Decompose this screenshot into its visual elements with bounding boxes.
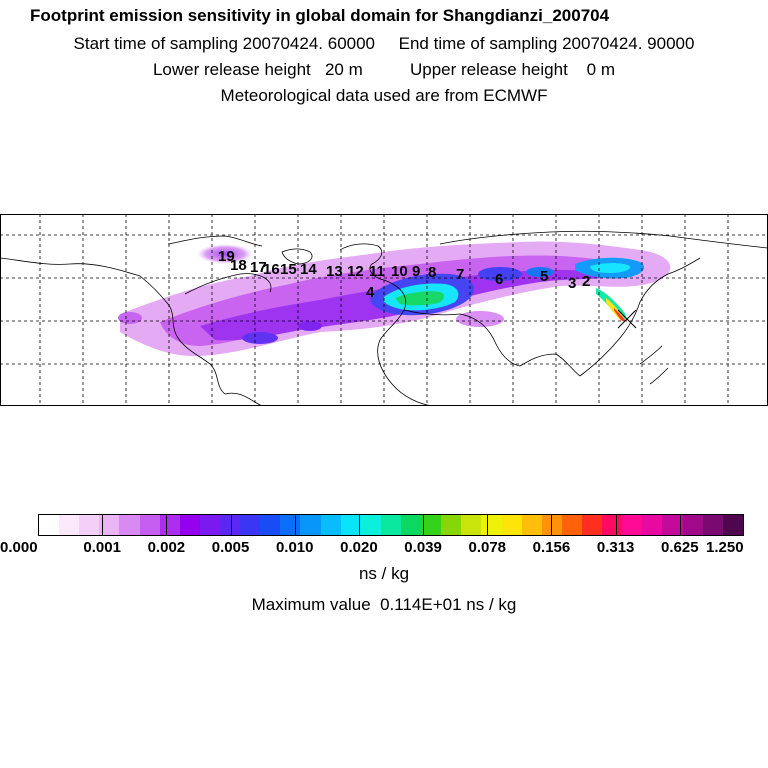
colorbar-segment: [340, 515, 361, 535]
colorbar-segment: [300, 515, 321, 535]
colorbar-segment: [59, 515, 80, 535]
colorbar-divider: [423, 514, 425, 536]
colorbar-segment: [380, 515, 401, 535]
colorbar-segment: [119, 515, 140, 535]
coastlines: [0, 230, 768, 406]
colorbar-segment: [561, 515, 582, 535]
day-marker: 14: [300, 261, 317, 278]
day-marker: 6: [495, 271, 503, 288]
colorbar-segment: [179, 515, 200, 535]
day-marker: 10: [391, 263, 408, 280]
receptor-site-marker: [617, 309, 637, 329]
colorbar-segment: [441, 515, 462, 535]
day-marker: 4: [366, 284, 375, 301]
colorbar-segment: [199, 515, 220, 535]
colorbar-tick-label: 0.156: [532, 539, 571, 556]
colorbar-segment: [682, 515, 703, 535]
colorbar-segment: [219, 515, 241, 535]
lat-lon-grid: [0, 214, 768, 406]
day-marker: 13: [326, 263, 343, 280]
colorbar-segment: [139, 515, 160, 535]
colorbar-divider: [102, 514, 104, 536]
colorbar-divider: [166, 514, 168, 536]
day-marker: 8: [428, 264, 436, 281]
colorbar-tick-label: 0.001: [83, 539, 121, 556]
colorbar-divider: [615, 514, 617, 536]
colorbar: [38, 514, 744, 536]
met-data-line: Meteorological data used are from ECMWF: [220, 86, 548, 105]
colorbar-segment: [159, 515, 180, 535]
colorbar-tick-label: 0.002: [147, 539, 186, 556]
colorbar-tick-label: 0.625: [661, 539, 699, 556]
colorbar-segment: [602, 515, 623, 535]
colorbar-segment: [501, 515, 522, 535]
day-marker: 9: [412, 263, 420, 280]
colorbar-segment: [99, 515, 120, 535]
day-marker: 16: [263, 261, 280, 278]
colorbar-tick-label: 0.000: [0, 539, 38, 556]
colorbar-divider: [294, 514, 296, 536]
day-marker: 5: [540, 268, 548, 285]
sensitivity-plume: [118, 241, 671, 357]
colorbar-segment: [39, 515, 60, 535]
colorbar-segment: [481, 515, 502, 535]
day-markers: 19 18 17 16 15 14 13 12 11 10 9 8 7 6 5 …: [218, 248, 590, 301]
release-height-line: Lower release height 20 m Upper release …: [152, 60, 616, 79]
plot-title: Footprint emission sensitivity in global…: [30, 6, 610, 25]
emission-sensitivity-map: 19 18 17 16 15 14 13 12 11 10 9 8 7 6 5 …: [0, 214, 768, 406]
colorbar-tick-label: 0.005: [211, 539, 250, 556]
day-marker: 11: [369, 263, 385, 280]
day-marker: 17: [250, 259, 267, 276]
colorbar-tick-label: 0.010: [275, 539, 314, 556]
day-marker: 2: [582, 273, 590, 290]
colorbar-segment: [722, 515, 743, 535]
colorbar-segment: [662, 515, 683, 535]
sampling-time-line: Start time of sampling 20070424. 60000 E…: [73, 34, 695, 53]
colorbar-segment: [360, 515, 381, 535]
colorbar-segment: [280, 515, 301, 535]
colorbar-segment: [400, 515, 422, 535]
colorbar-divider: [230, 514, 232, 536]
colorbar-tick-label: 0.313: [596, 539, 635, 556]
colorbar-segment: [461, 515, 482, 535]
colorbar-divider: [358, 514, 360, 536]
colorbar-divider: [487, 514, 489, 536]
colorbar-segment: [521, 515, 542, 535]
colorbar-tick-label: 0.020: [340, 539, 378, 556]
day-marker: 7: [456, 266, 464, 283]
day-marker: 15: [280, 261, 297, 278]
colorbar-unit: ns / kg: [358, 564, 410, 583]
colorbar-segment: [581, 515, 603, 535]
colorbar-tick-label: 1.250: [706, 539, 744, 556]
day-marker: 19: [218, 248, 235, 265]
colorbar-tick-label: 0.078: [468, 539, 507, 556]
colorbar-segment: [79, 515, 100, 535]
colorbar-segment: [421, 515, 442, 535]
colorbar-tick-label: 0.039: [404, 539, 442, 556]
day-marker: 18: [230, 257, 247, 274]
colorbar-segment: [320, 515, 341, 535]
day-marker: 3: [568, 275, 576, 292]
colorbar-segment: [642, 515, 663, 535]
colorbar-segment: [260, 515, 281, 535]
colorbar-divider: [679, 514, 681, 536]
colorbar-segment: [240, 515, 261, 535]
colorbar-segment: [702, 515, 723, 535]
maximum-value-text: Maximum value 0.114E+01 ns / kg: [251, 595, 517, 614]
day-marker: 12: [347, 263, 364, 280]
colorbar-divider: [551, 514, 553, 536]
colorbar-segment: [622, 515, 643, 535]
